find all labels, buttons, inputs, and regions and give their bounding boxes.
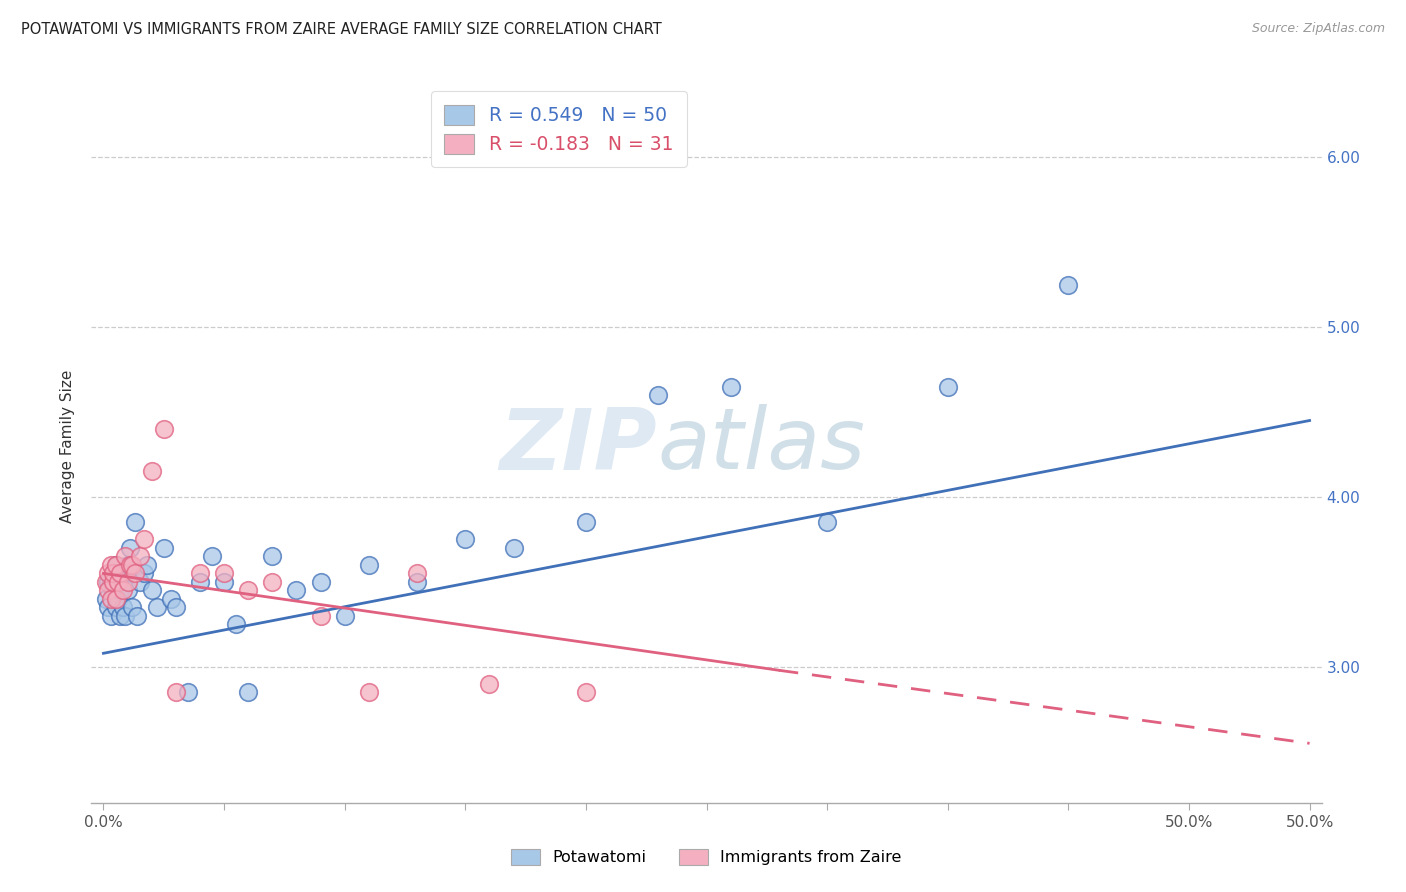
Point	[145, 600, 167, 615]
Point	[406, 566, 429, 581]
Point	[128, 574, 150, 589]
Point	[188, 574, 211, 589]
Point	[111, 583, 134, 598]
Point	[478, 677, 501, 691]
Point	[104, 558, 127, 572]
Point	[100, 558, 122, 572]
Point	[165, 600, 187, 615]
Point	[121, 558, 143, 572]
Y-axis label: Average Family Size: Average Family Size	[60, 369, 76, 523]
Point	[262, 574, 284, 589]
Point	[815, 516, 838, 530]
Point	[936, 379, 959, 393]
Point	[502, 541, 524, 555]
Point	[135, 558, 157, 572]
Legend: Potawatomi, Immigrants from Zaire: Potawatomi, Immigrants from Zaire	[503, 841, 910, 873]
Point	[97, 583, 120, 598]
Point	[110, 583, 132, 598]
Text: atlas: atlas	[657, 404, 865, 488]
Point	[357, 685, 380, 699]
Point	[118, 558, 141, 572]
Point	[212, 574, 235, 589]
Point	[107, 566, 129, 581]
Point	[165, 685, 187, 699]
Point	[454, 533, 477, 547]
Point	[285, 583, 308, 598]
Point	[97, 574, 120, 589]
Point	[238, 685, 260, 699]
Point	[152, 422, 174, 436]
Point	[107, 574, 129, 589]
Point	[141, 465, 163, 479]
Text: ZIP: ZIP	[499, 404, 657, 488]
Point	[94, 591, 117, 606]
Point	[647, 388, 669, 402]
Point	[134, 533, 156, 547]
Point	[100, 591, 122, 606]
Point	[406, 574, 429, 589]
Point	[117, 574, 139, 589]
Point	[309, 574, 332, 589]
Point	[188, 566, 211, 581]
Point	[575, 516, 598, 530]
Point	[118, 541, 141, 555]
Point	[111, 566, 134, 581]
Point	[111, 600, 134, 615]
Point	[152, 541, 174, 555]
Point	[201, 549, 224, 564]
Point	[101, 566, 124, 581]
Point	[104, 591, 127, 606]
Point	[238, 583, 260, 598]
Point	[97, 600, 120, 615]
Point	[212, 566, 235, 581]
Point	[127, 608, 149, 623]
Point	[225, 617, 247, 632]
Point	[101, 566, 124, 581]
Point	[107, 591, 129, 606]
Point	[104, 600, 127, 615]
Point	[121, 600, 143, 615]
Point	[97, 566, 120, 581]
Point	[110, 608, 132, 623]
Point	[575, 685, 598, 699]
Point	[720, 379, 742, 393]
Point	[262, 549, 284, 564]
Point	[177, 685, 200, 699]
Point	[94, 574, 117, 589]
Point	[100, 608, 122, 623]
Point	[104, 558, 127, 572]
Point	[110, 566, 132, 581]
Point	[309, 608, 332, 623]
Text: Source: ZipAtlas.com: Source: ZipAtlas.com	[1251, 22, 1385, 36]
Point	[128, 549, 150, 564]
Point	[117, 583, 139, 598]
Point	[100, 574, 122, 589]
Point	[1057, 277, 1080, 292]
Point	[160, 591, 183, 606]
Point	[124, 516, 146, 530]
Point	[124, 566, 146, 581]
Point	[114, 608, 136, 623]
Point	[101, 583, 124, 598]
Point	[117, 558, 139, 572]
Point	[101, 574, 124, 589]
Point	[134, 566, 156, 581]
Point	[141, 583, 163, 598]
Point	[357, 558, 380, 572]
Point	[333, 608, 356, 623]
Point	[114, 549, 136, 564]
Text: POTAWATOMI VS IMMIGRANTS FROM ZAIRE AVERAGE FAMILY SIZE CORRELATION CHART: POTAWATOMI VS IMMIGRANTS FROM ZAIRE AVER…	[21, 22, 662, 37]
